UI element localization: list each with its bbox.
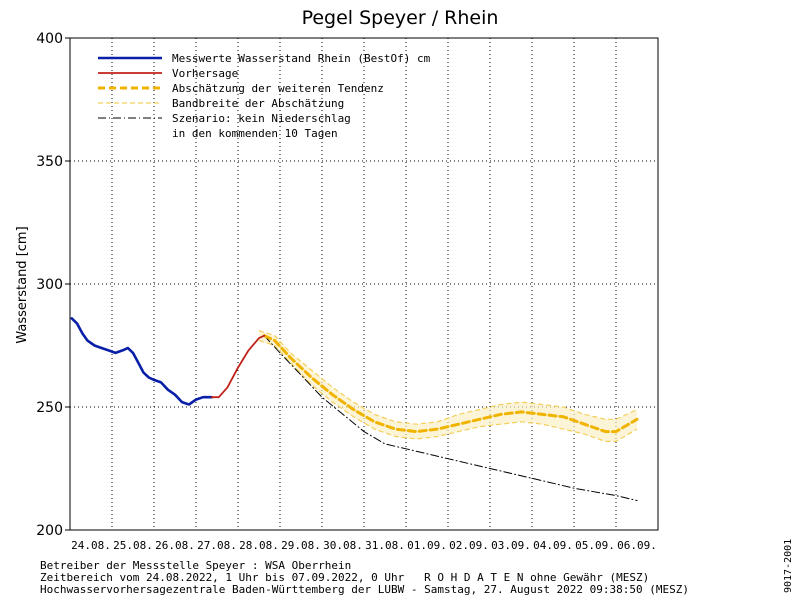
x-tick-label: 27.08. [197, 539, 237, 552]
x-tick-label: 26.08. [155, 539, 195, 552]
side-code: 9017-2001 [783, 538, 794, 593]
x-tick-label: 25.08. [113, 539, 153, 552]
x-tick-label: 28.08. [239, 539, 279, 552]
x-tick-label: 04.09. [533, 539, 573, 552]
y-tick-label: 350 [36, 154, 63, 170]
legend-label: Bandbreite der Abschätzung [172, 97, 344, 110]
grid-lines [70, 38, 658, 530]
legend-label: Szenario: kein Niederschlag [172, 112, 351, 125]
x-tick-label: 03.09. [491, 539, 531, 552]
x-tick-label: 24.08. [71, 539, 111, 552]
footer-time-range: Zeitbereich vom 24.08.2022, 1 Uhr bis 07… [40, 571, 650, 584]
x-tick-labels: 24.08. 25.08. 26.08. 27.08. 28.08. 29.08. 30.0… [71, 539, 657, 552]
y-tick-labels: 200 250 300 350 400 [36, 31, 70, 539]
y-tick-label: 250 [36, 400, 63, 416]
legend-label-continued: in den kommenden 10 Tagen [172, 127, 338, 140]
x-tick-label: 05.09. [575, 539, 615, 552]
y-tick-label: 200 [36, 523, 63, 539]
footer-source: Hochwasservorhersagezentrale Baden-Württ… [40, 583, 690, 596]
legend-label: Messwerte Wasserstand Rhein (BestOf) cm [172, 52, 431, 65]
legend-label: Abschätzung der weiteren Tendenz [172, 82, 384, 95]
y-tick-label: 300 [36, 277, 63, 293]
x-tick-label: 01.09. [407, 539, 447, 552]
x-tick-label: 06.09. [617, 539, 657, 552]
scenario-line [263, 335, 638, 501]
x-tick-label: 29.08. [281, 539, 321, 552]
series-lines [70, 317, 639, 501]
x-tick-label: 02.09. [449, 539, 489, 552]
band-upper-line [258, 330, 638, 425]
y-tick-label: 400 [36, 31, 63, 47]
footer-operator: Betreiber der Messstelle Speyer : WSA Ob… [40, 559, 352, 572]
measured-line [70, 317, 214, 406]
forecast-line [210, 334, 266, 399]
x-tick-label: 31.08. [365, 539, 405, 552]
legend: Messwerte Wasserstand Rhein (BestOf) cm V… [98, 52, 431, 140]
x-tick-label: 30.08. [323, 539, 363, 552]
legend-label: Vorhersage [172, 67, 238, 80]
band-lower-line [258, 340, 638, 442]
estimate-line [262, 334, 639, 434]
y-axis-label: Wasserstand [cm] [15, 226, 30, 343]
chart-title: Pegel Speyer / Rhein [302, 7, 499, 29]
